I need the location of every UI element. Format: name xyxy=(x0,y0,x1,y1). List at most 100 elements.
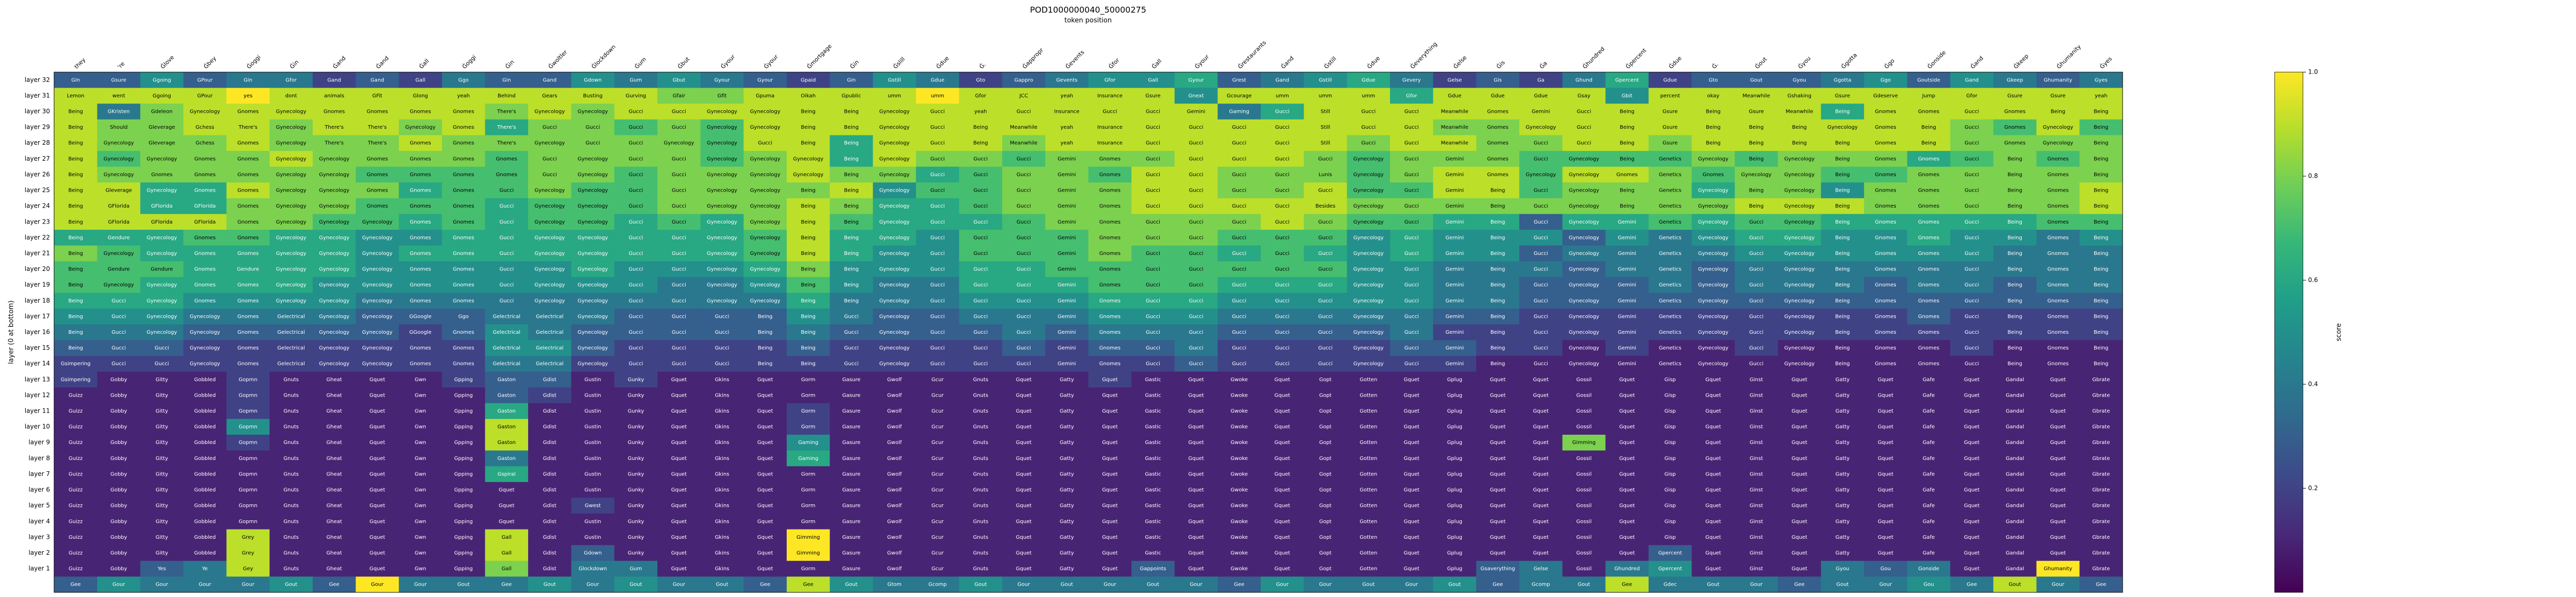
cell-label: There's xyxy=(497,141,516,146)
cell-label: Gwolf xyxy=(887,519,902,524)
heatmap-cell xyxy=(2036,104,2080,120)
heatmap-cell xyxy=(959,151,1003,167)
cell-label: Gquet xyxy=(671,566,687,572)
cell-label: Gemini xyxy=(1446,188,1464,194)
cell-label: Gaston xyxy=(498,408,516,414)
cell-label: Gucci xyxy=(1749,251,1764,257)
cell-label: Gucci xyxy=(1016,314,1031,319)
heatmap-cell xyxy=(399,214,443,230)
cell-label: Gdeserve xyxy=(1873,93,1898,99)
cell-label: Gasure xyxy=(842,487,860,493)
heatmap-cell xyxy=(1519,198,1563,214)
cell-label: There's xyxy=(497,125,516,130)
cell-label: Gynecology xyxy=(319,156,349,162)
cell-label: Gucci xyxy=(1146,125,1160,130)
cell-label: Gucci xyxy=(1964,125,1979,130)
cell-label: Gynecology xyxy=(578,109,608,115)
x-tick-label: Ġand xyxy=(375,55,390,70)
heatmap-cell xyxy=(485,182,529,199)
cell-label: Gout xyxy=(1147,582,1159,588)
cell-label: Guizz xyxy=(69,487,82,493)
cell-label: Gquet xyxy=(1490,456,1506,462)
cell-label: Gynecology xyxy=(534,251,565,257)
heatmap-cell xyxy=(959,230,1003,246)
cell-label: Gossil xyxy=(1577,456,1592,462)
cell-label: Gucci xyxy=(1534,251,1548,257)
cell-label: Gquet xyxy=(1016,440,1032,446)
heatmap-cell xyxy=(1648,214,1692,230)
cell-label: Gheat xyxy=(327,377,342,383)
cell-label: Gucci xyxy=(1964,235,1979,241)
cell-label: Gnomes xyxy=(1099,172,1121,178)
cell-label: Ginst xyxy=(1750,503,1763,509)
cell-label: Gnomes xyxy=(410,156,431,162)
heatmap-cell xyxy=(571,72,615,89)
cell-label: Gheat xyxy=(327,487,342,493)
heatmap-cell xyxy=(2079,72,2123,89)
cell-label: Gucci xyxy=(629,235,643,241)
cell-label: Gnomes xyxy=(2047,314,2069,319)
cell-label: Gquet xyxy=(1016,535,1032,540)
cell-label: Gucci xyxy=(930,330,945,335)
heatmap-cell xyxy=(657,198,701,214)
cell-label: Gisp xyxy=(1665,377,1676,383)
cell-label: Being xyxy=(69,346,83,351)
cell-label: Gynecology xyxy=(147,188,177,194)
cell-label: Gynecology xyxy=(1784,361,1815,367)
cell-label: Gucci xyxy=(543,125,557,130)
x-tick-label: Ġbut xyxy=(676,56,691,71)
heatmap-cell xyxy=(743,230,787,246)
cell-label: Gynecology xyxy=(578,219,608,225)
cell-label: Gquet xyxy=(1188,503,1204,509)
cell-label: Gquet xyxy=(1705,377,1721,383)
cell-label: Being xyxy=(1835,235,1850,241)
heatmap-cell xyxy=(916,182,960,199)
y-tick-label: layer 20 xyxy=(25,265,50,272)
cell-label: Gucci xyxy=(930,141,945,146)
cell-label: Gour xyxy=(1319,582,1332,588)
heatmap-cell xyxy=(1217,119,1261,135)
cell-label: Gisp xyxy=(1665,535,1676,540)
cell-label: Gynecology xyxy=(578,172,608,178)
cell-label: Gastic xyxy=(1145,424,1161,430)
heatmap-cell xyxy=(916,151,960,167)
heatmap-cell xyxy=(1735,119,1778,135)
cell-label: Gandal xyxy=(2006,456,2024,462)
cell-label: Gucci xyxy=(1318,235,1333,241)
heatmap-cell xyxy=(485,135,529,151)
cell-label: Gout xyxy=(1061,582,1073,588)
heatmap-cell xyxy=(1217,72,1261,89)
cell-label: GKristen xyxy=(108,109,130,115)
cell-label: Gustin xyxy=(584,424,601,430)
cell-label: Gquet xyxy=(671,487,687,493)
cell-label: Gnuts xyxy=(283,377,299,383)
cell-label: Gpping xyxy=(454,408,473,414)
heatmap-cell xyxy=(1433,151,1477,167)
cell-label: Gucci xyxy=(1749,330,1764,335)
heatmap-cell xyxy=(743,72,787,89)
heatmap-cell xyxy=(140,230,184,246)
cell-label: Gandal xyxy=(2006,440,2024,446)
y-tick-label: layer 11 xyxy=(25,407,50,415)
heatmap-cell xyxy=(786,182,831,199)
heatmap-cell xyxy=(873,151,917,167)
heatmap-cell xyxy=(1433,182,1477,199)
cell-label: Gum xyxy=(630,77,642,83)
cell-label: Meanwhile xyxy=(1786,109,1813,115)
heatmap-cell xyxy=(1045,72,1089,89)
cell-label: Gucci xyxy=(1534,188,1548,194)
colorbar-tick-label: 0.8 xyxy=(2308,173,2318,180)
cell-label: umm xyxy=(931,93,944,99)
cell-label: Being xyxy=(1749,125,1764,130)
cell-label: Gucci xyxy=(1749,298,1764,304)
cell-label: Gquet xyxy=(1275,440,1291,446)
heatmap-cell xyxy=(1648,104,1692,120)
cell-label: Gucci xyxy=(1016,203,1031,209)
cell-label: GFlorida xyxy=(151,203,173,209)
cell-label: Being xyxy=(2094,125,2108,130)
heatmap-cell xyxy=(829,198,873,214)
cell-label: Gnomes xyxy=(2047,330,2069,335)
cell-label: Ggotta xyxy=(1834,77,1851,83)
cell-label: Gour xyxy=(1405,582,1418,588)
cell-label: Gcur xyxy=(931,440,944,446)
